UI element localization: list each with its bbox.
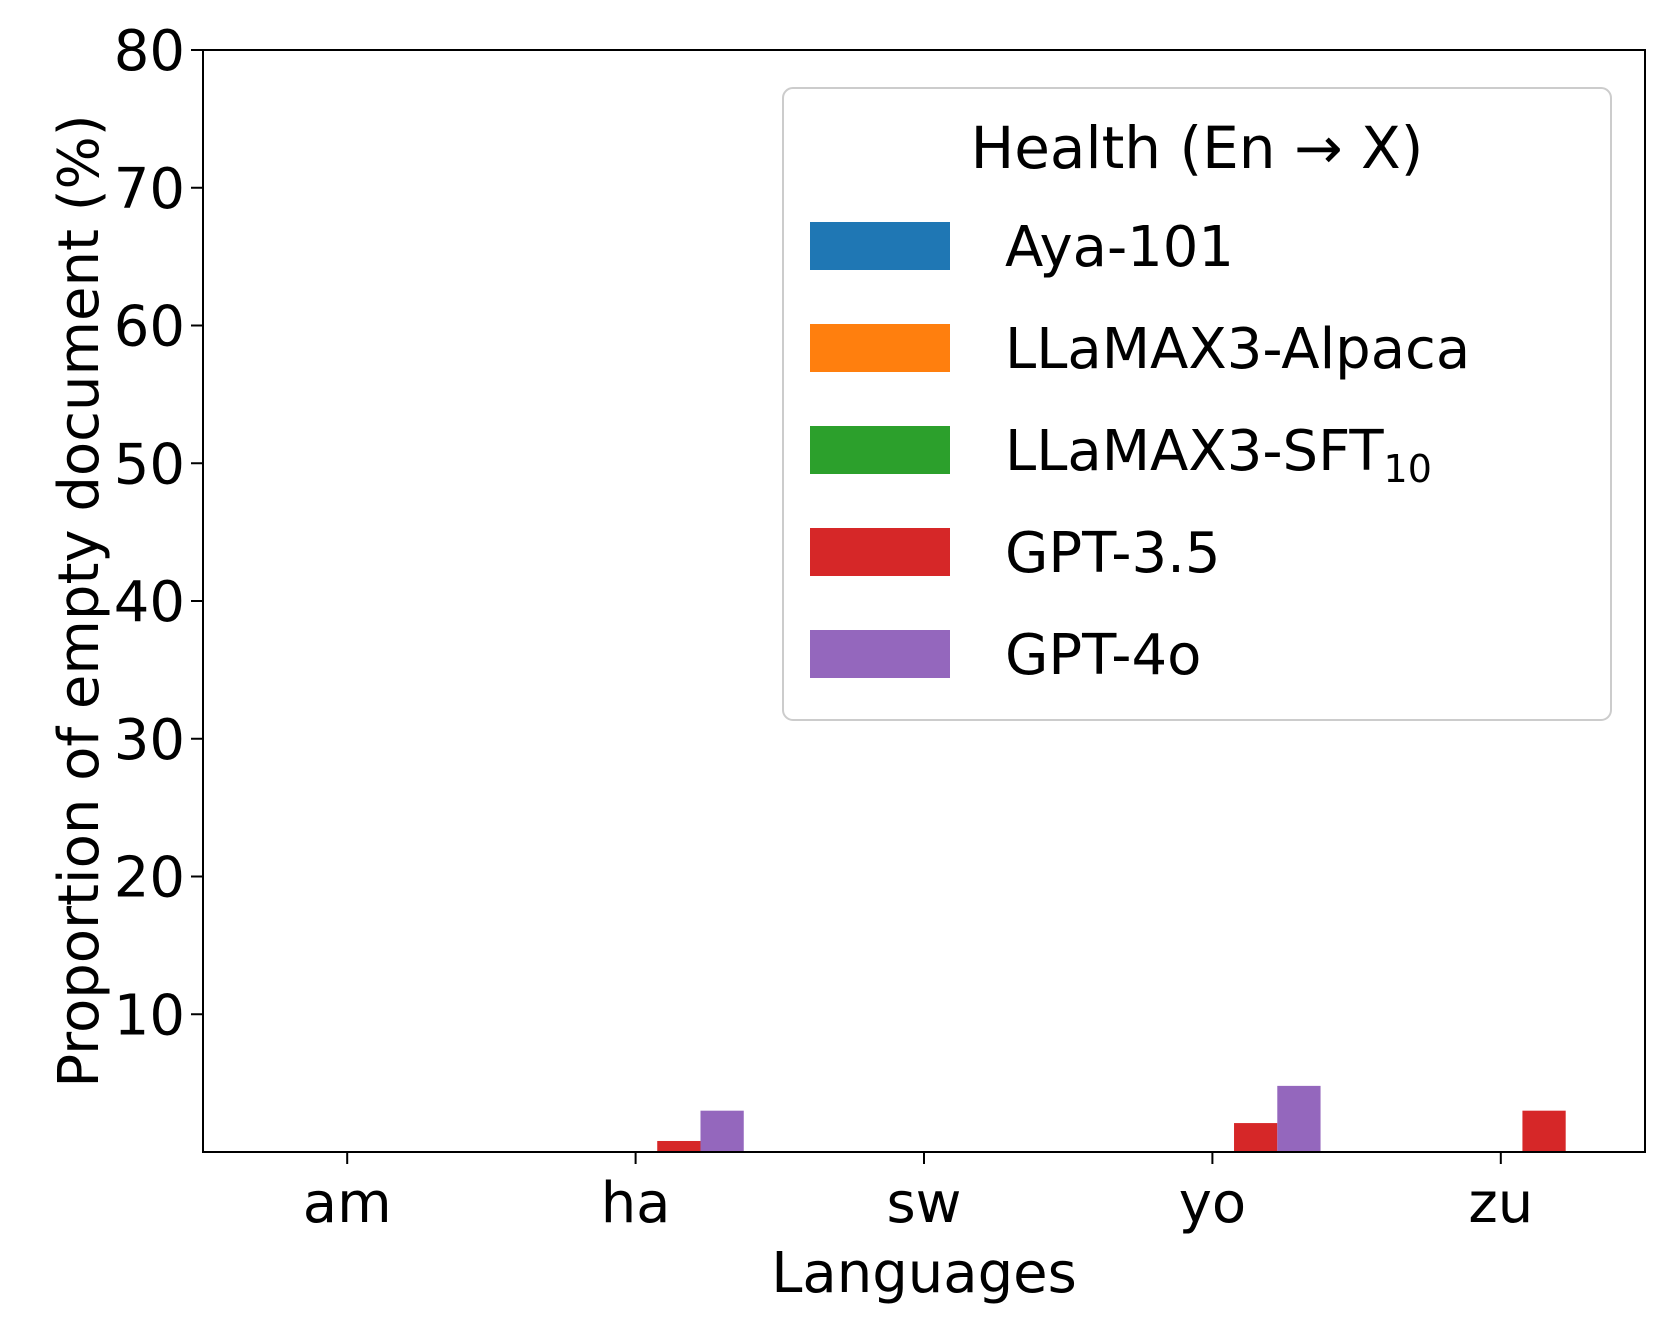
legend-label-main: Aya-101 [1005,215,1234,280]
y-tick-label: 80 [114,19,185,84]
bar-GPT-3.5-ha [657,1140,701,1152]
legend-label: LLaMAX3-SFT10 [1005,419,1432,491]
legend-label-main: LLaMAX3-SFT [1005,419,1384,484]
legend-swatch [810,630,950,678]
x-axis: am ha sw yo zu [303,1152,1533,1236]
legend-label-subscript: 10 [1384,447,1432,491]
x-tick-label: zu [1468,1171,1533,1236]
bars-layer [657,1085,1566,1152]
y-tick-label: 40 [114,570,185,635]
legend-label-main: LLaMAX3-Alpaca [1005,317,1470,382]
y-tick-label: 10 [114,983,185,1048]
legend-label: GPT-4o [1005,623,1201,688]
legend-label: LLaMAX3-Alpaca [1005,317,1470,382]
legend-label: GPT-3.5 [1005,521,1221,586]
y-axis: 10 20 30 40 50 60 70 80 [114,19,203,1048]
legend-box [782,87,1612,721]
legend-swatch [810,324,950,372]
y-tick-label: 30 [114,708,185,773]
x-tick-label: ha [601,1171,671,1236]
legend-label-main: GPT-3.5 [1005,521,1221,586]
legend-title: Health (En → X) [971,114,1424,182]
x-tick-label: yo [1179,1171,1246,1236]
y-tick-label: 50 [114,432,185,497]
x-tick-label: sw [887,1171,962,1236]
legend-items: Aya-101 LLaMAX3-Alpaca LLaMAX3-SFT10 GPT-3.… [810,215,1470,688]
x-axis-label: Languages [771,1241,1077,1306]
legend-swatch [810,222,950,270]
bar-GPT-3.5-zu [1522,1110,1566,1152]
y-tick-label: 70 [114,157,185,222]
legend: Health (En → X) Aya-101 LLaMAX3-Alpaca LLa… [782,87,1612,721]
legend-label-main: GPT-4o [1005,623,1201,688]
y-axis-label: Proportion of empty document (%) [47,114,112,1087]
y-tick-label: 60 [114,295,185,360]
x-tick-label: am [303,1171,392,1236]
legend-label: Aya-101 [1005,215,1234,280]
y-tick-label: 20 [114,846,185,911]
legend-swatch [810,528,950,576]
bar-GPT-4o-ha [700,1110,744,1152]
bar-GPT-3.5-yo [1234,1123,1278,1152]
bar-GPT-4o-yo [1277,1085,1321,1152]
legend-swatch [810,426,950,474]
